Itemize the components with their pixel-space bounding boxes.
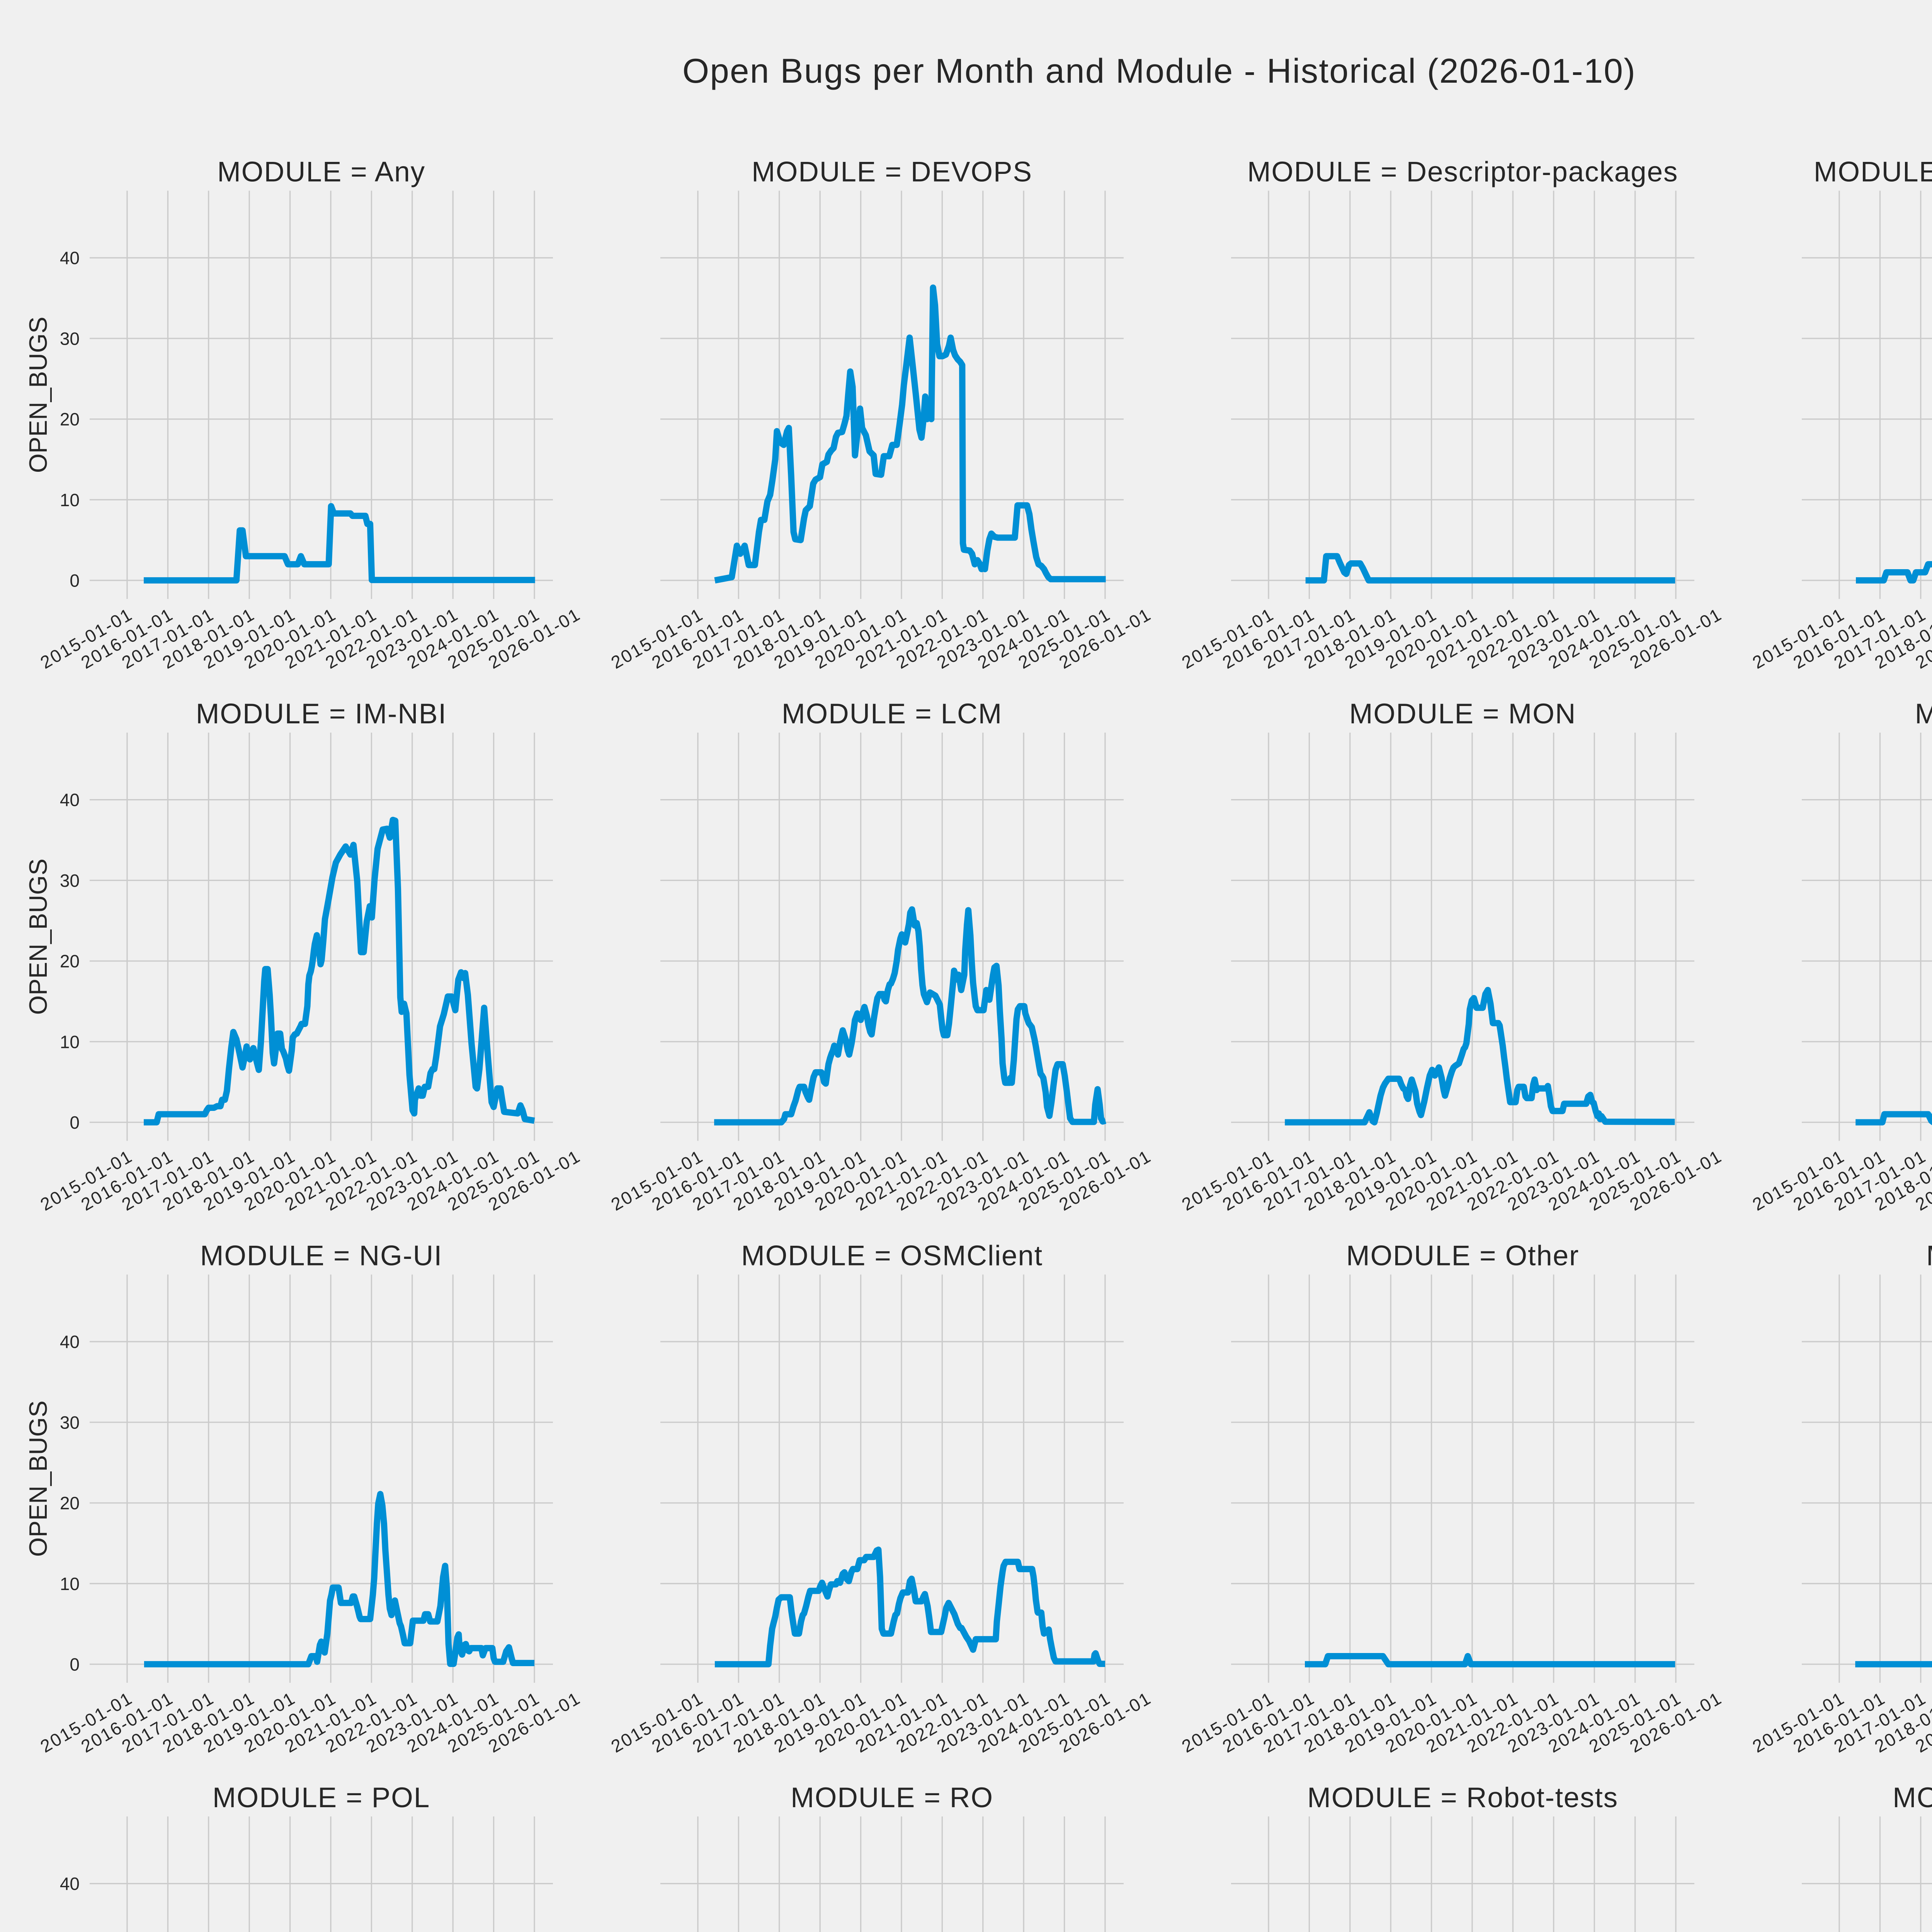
svg-text:MODULE = N2VC: MODULE = N2VC — [1915, 698, 1932, 730]
svg-text:MODULE = Documentation / Wiki: MODULE = Documentation / Wiki — [1814, 156, 1932, 188]
svg-text:OPEN_BUGS: OPEN_BUGS — [24, 1401, 52, 1557]
svg-text:MODULE = Robot-tests: MODULE = Robot-tests — [1307, 1782, 1618, 1813]
svg-text:MODULE = DEVOPS: MODULE = DEVOPS — [752, 156, 1032, 188]
svg-text:MODULE = OSMClient: MODULE = OSMClient — [741, 1240, 1043, 1272]
svg-text:MODULE = IM-NBI: MODULE = IM-NBI — [196, 698, 447, 730]
svg-text:MODULE = LCM: MODULE = LCM — [782, 698, 1002, 730]
svg-text:MODULE = Other: MODULE = Other — [1346, 1240, 1579, 1272]
svg-text:OPEN_BUGS: OPEN_BUGS — [24, 859, 52, 1015]
svg-text:MODULE = Unknown: MODULE = Unknown — [1893, 1782, 1932, 1813]
svg-text:Open Bugs per Month and Module: Open Bugs per Month and Module - Histori… — [682, 51, 1636, 90]
svg-text:MODULE = RO: MODULE = RO — [791, 1782, 993, 1813]
svg-text:OPEN_BUGS: OPEN_BUGS — [24, 317, 52, 473]
svg-text:MODULE = PLA: MODULE = PLA — [1926, 1240, 1932, 1272]
svg-text:MODULE = POL: MODULE = POL — [213, 1782, 430, 1813]
svg-text:MODULE = Descriptor-packages: MODULE = Descriptor-packages — [1247, 156, 1678, 188]
svg-text:MODULE = Any: MODULE = Any — [217, 156, 425, 188]
svg-text:MODULE = NG-UI: MODULE = NG-UI — [200, 1240, 443, 1272]
svg-text:MODULE = MON: MODULE = MON — [1349, 698, 1576, 730]
